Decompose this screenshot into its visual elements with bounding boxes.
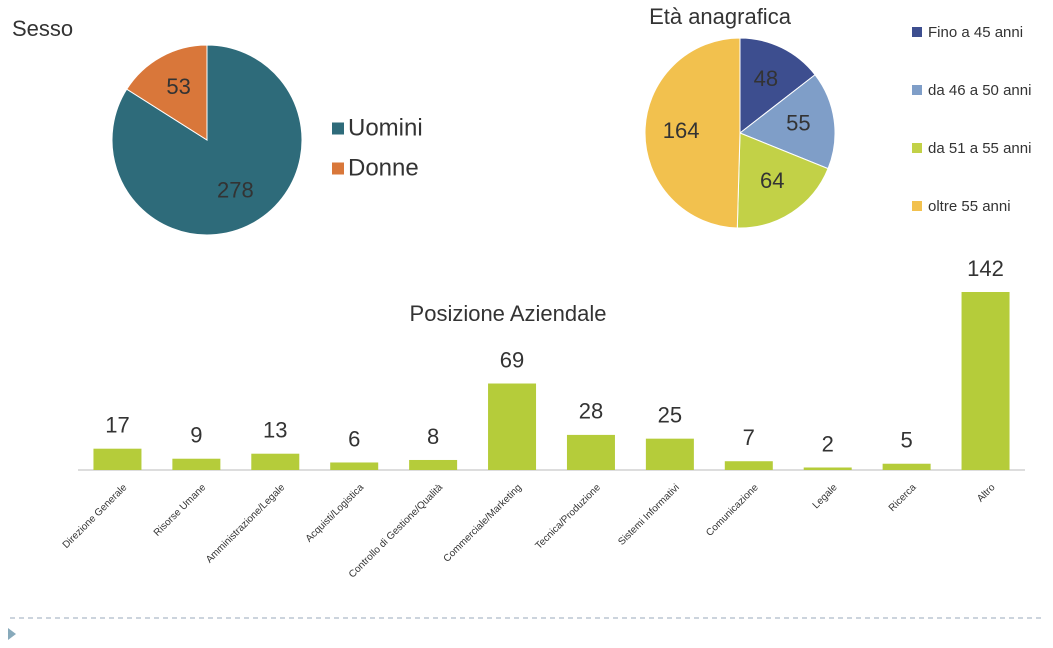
pie-slice: [739, 37, 816, 135]
x-tick-label: Direzione Generale: [61, 482, 130, 551]
x-tick-label: Risorse Umane: [152, 482, 209, 539]
bar: [882, 463, 931, 470]
bar: [330, 462, 379, 470]
chart-title: Sesso: [12, 16, 73, 41]
data-label: 142: [967, 256, 1004, 281]
legend-swatch: [912, 201, 922, 211]
legend-swatch: [912, 27, 922, 37]
data-label: 164: [663, 118, 700, 143]
data-label: 8: [427, 424, 439, 449]
bar: [724, 461, 773, 470]
legend-label: Uomini: [348, 114, 423, 141]
x-tick-label: Sistemi Informativi: [616, 482, 682, 548]
bar: [488, 383, 537, 470]
data-label: 278: [217, 177, 254, 202]
x-tick-label: Ricerca: [887, 482, 919, 514]
x-tick-label: Legale: [811, 482, 840, 511]
bar: [172, 458, 221, 470]
chart-title: Posizione Aziendale: [410, 301, 607, 326]
legend-label: oltre 55 anni: [928, 198, 1011, 215]
chart-title: Età anagrafica: [649, 4, 792, 29]
data-label: 13: [263, 418, 287, 443]
pie-slice: [126, 44, 208, 141]
x-tick-label: Acquisti/Logistica: [304, 482, 367, 545]
data-label: 69: [500, 347, 524, 372]
pie-slice: [739, 74, 836, 170]
data-label: 9: [190, 423, 202, 448]
bar: [93, 448, 142, 470]
legend-swatch: [332, 162, 344, 175]
bar: [409, 459, 458, 470]
data-label: 28: [579, 399, 603, 424]
legend-swatch: [332, 122, 344, 135]
legend-label: da 46 a 50 anni: [928, 82, 1031, 99]
x-tick-label: Altro: [975, 482, 998, 505]
x-tick-label: Comunicazione: [704, 482, 761, 539]
data-label: 7: [743, 425, 755, 450]
data-label: 17: [105, 413, 129, 438]
legend-swatch: [912, 143, 922, 153]
pie-slice: [644, 37, 741, 229]
bar: [251, 453, 300, 470]
bar: [645, 438, 694, 470]
x-tick-label: Commerciale/Marketing: [442, 482, 524, 564]
x-tick-label: Amministrazione/Legale: [204, 482, 288, 566]
play-icon: [8, 628, 16, 640]
data-label: 48: [754, 66, 778, 91]
pie-slice: [736, 132, 829, 229]
data-label: 5: [901, 428, 913, 453]
legend-swatch: [912, 85, 922, 95]
legend-label: Fino a 45 anni: [928, 24, 1023, 41]
data-label: 6: [348, 426, 360, 451]
x-tick-label: Controllo di Gestione/Qualità: [347, 482, 445, 580]
data-label: 25: [658, 402, 682, 427]
x-tick-label: Tecnica/Produzione: [533, 482, 603, 552]
legend-label: Donne: [348, 154, 419, 181]
bar: [566, 434, 615, 470]
bar: [803, 467, 852, 470]
data-label: 2: [822, 431, 834, 456]
bar: [961, 292, 1010, 470]
legend-label: da 51 a 55 anni: [928, 140, 1031, 157]
data-label: 55: [786, 111, 810, 136]
data-label: 64: [760, 168, 784, 193]
data-label: 53: [166, 74, 190, 99]
